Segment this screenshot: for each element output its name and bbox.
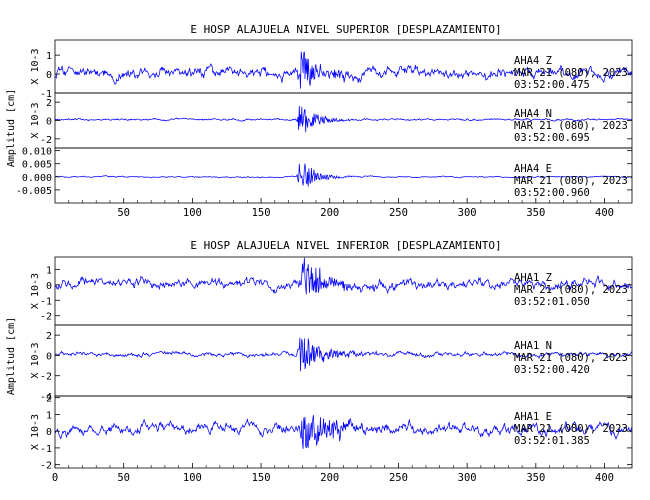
lower-panel-3-station-label: AHA1 E — [514, 411, 552, 423]
upper-panel-3-date-label: MAR 21 (080), 2023 — [514, 175, 628, 187]
upper-panel-3-ytick-label: 0.010 — [22, 147, 52, 158]
upper-xtick-label: 300 — [458, 207, 477, 219]
lower-y-axis-label: Amplitud [cm] — [6, 317, 17, 395]
lower-panel-1-ytick-label: -2 — [40, 312, 52, 323]
lower-xtick-label: 400 — [595, 472, 614, 484]
lower-x-axis: 0 50 100 150 200 250 300 350 400 — [52, 463, 619, 484]
lower-xtick-label: 100 — [183, 472, 202, 484]
upper-panel-1-date-label: MAR 21 (080), 2023 — [514, 67, 628, 79]
lower-xtick-label: 50 — [117, 472, 130, 484]
lower-xtick-label: 350 — [526, 472, 545, 484]
upper-xtick-label: 250 — [389, 207, 408, 219]
upper-panel-1-trace — [55, 51, 632, 89]
upper-y-axis-label: Amplitud [cm] — [6, 89, 17, 167]
upper-panel-2-trace — [55, 105, 632, 133]
lower-panel-1-ytick-label: 0 — [46, 281, 52, 292]
lower-panel-1-scale-label: X 10-3 — [30, 273, 41, 309]
upper-panel-1-station-label: AHA4 Z — [514, 55, 552, 67]
lower-panel-2-date-label: MAR 21 (080), 2023 — [514, 352, 628, 364]
upper-panel-2-date-label: MAR 21 (080), 2023 — [514, 120, 628, 132]
lower-panel-2-scale-label: X 10-3 — [30, 342, 41, 378]
upper-panel-1-scale-label: X 10-3 — [30, 48, 41, 84]
lower-panel-2-ytick-label: -2 — [40, 372, 52, 383]
lower-panel-3-ytick-label: -2 — [40, 461, 52, 472]
lower-panel-3-trace — [55, 414, 632, 449]
lower-panel-2-station-label: AHA1 N — [514, 340, 552, 352]
lower-panel-3-time-label: 03:52:01.385 — [514, 435, 590, 447]
upper-panel-3-ytick-label: 0.005 — [22, 160, 52, 171]
upper-panel-1-time-label: 03:52:00.475 — [514, 79, 590, 91]
upper-panel-2-ytick-label: 0 — [46, 117, 52, 128]
lower-panel-2-ytick-label: -4 — [40, 392, 52, 403]
upper-panel-3-station-label: AHA4 E — [514, 163, 552, 175]
upper-panel-2-ytick-label: 2 — [46, 98, 52, 109]
upper-panel-1-ytick-label: -1 — [40, 89, 52, 100]
lower-panel-3-ytick-label: 2 — [46, 394, 52, 405]
lower-panel-3-scale-label: X 10-3 — [30, 414, 41, 450]
lower-chart: E HOSP ALAJUELA NIVEL INFERIOR [DESPLAZA… — [6, 239, 633, 484]
lower-xtick-label: 0 — [52, 472, 58, 484]
upper-panel-1-ytick-label: 0 — [46, 70, 52, 81]
upper-panel-3-trace — [55, 163, 632, 187]
upper-panel-2-station-label: AHA4 N — [514, 108, 552, 120]
lower-panel-3-ytick-label: 0 — [46, 427, 52, 438]
upper-xtick-label: 50 — [117, 207, 130, 219]
upper-xtick-label: 150 — [252, 207, 271, 219]
lower-xtick-label: 200 — [320, 472, 339, 484]
lower-xtick-label: 300 — [458, 472, 477, 484]
lower-panel-3-ytick-label: 1 — [46, 410, 52, 421]
lower-chart-title: E HOSP ALAJUELA NIVEL INFERIOR [DESPLAZA… — [190, 239, 501, 252]
lower-panel-1-trace — [55, 257, 632, 295]
upper-xtick-label: 200 — [320, 207, 339, 219]
lower-panel-1-station-label: AHA1 Z — [514, 272, 552, 284]
upper-x-axis: 50 100 150 200 250 300 350 400 — [68, 198, 619, 219]
lower-xtick-label: 150 — [252, 472, 271, 484]
lower-panel-3-date-label: MAR 21 (080), 2023 — [514, 423, 628, 435]
lower-panel-1-time-label: 03:52:01.050 — [514, 296, 590, 308]
upper-panel-2-time-label: 03:52:00.695 — [514, 132, 590, 144]
lower-panel-1-ytick-label: 1 — [46, 265, 52, 276]
upper-xtick-label: 100 — [183, 207, 202, 219]
lower-panel-1-date-label: MAR 21 (080), 2023 — [514, 284, 628, 296]
lower-panel-1-ytick-label: -1 — [40, 296, 52, 307]
upper-panel-2-scale-label: X 10-3 — [30, 102, 41, 138]
upper-panel-3-time-label: 03:52:00.960 — [514, 187, 590, 199]
upper-panel-3-ytick-label: -0.005 — [16, 186, 52, 197]
upper-panel-2-ytick-label: -2 — [40, 135, 52, 146]
lower-panel-2-ytick-label: 0 — [46, 351, 52, 362]
lower-panel-2-trace — [55, 337, 632, 372]
lower-xtick-label: 250 — [389, 472, 408, 484]
lower-panel-3-ytick-label: -1 — [40, 444, 52, 455]
upper-xtick-label: 400 — [595, 207, 614, 219]
upper-panel-3-ytick-label: 0.000 — [22, 173, 52, 184]
upper-xtick-label: 350 — [526, 207, 545, 219]
upper-chart: E HOSP ALAJUELA NIVEL SUPERIOR [DESPLAZA… — [6, 23, 633, 219]
upper-panel-1-ytick-label: 1 — [46, 51, 52, 62]
lower-panel-2-time-label: 03:52:00.420 — [514, 364, 590, 376]
upper-chart-title: E HOSP ALAJUELA NIVEL SUPERIOR [DESPLAZA… — [190, 23, 501, 36]
lower-panel-2-ytick-label: 2 — [46, 331, 52, 342]
